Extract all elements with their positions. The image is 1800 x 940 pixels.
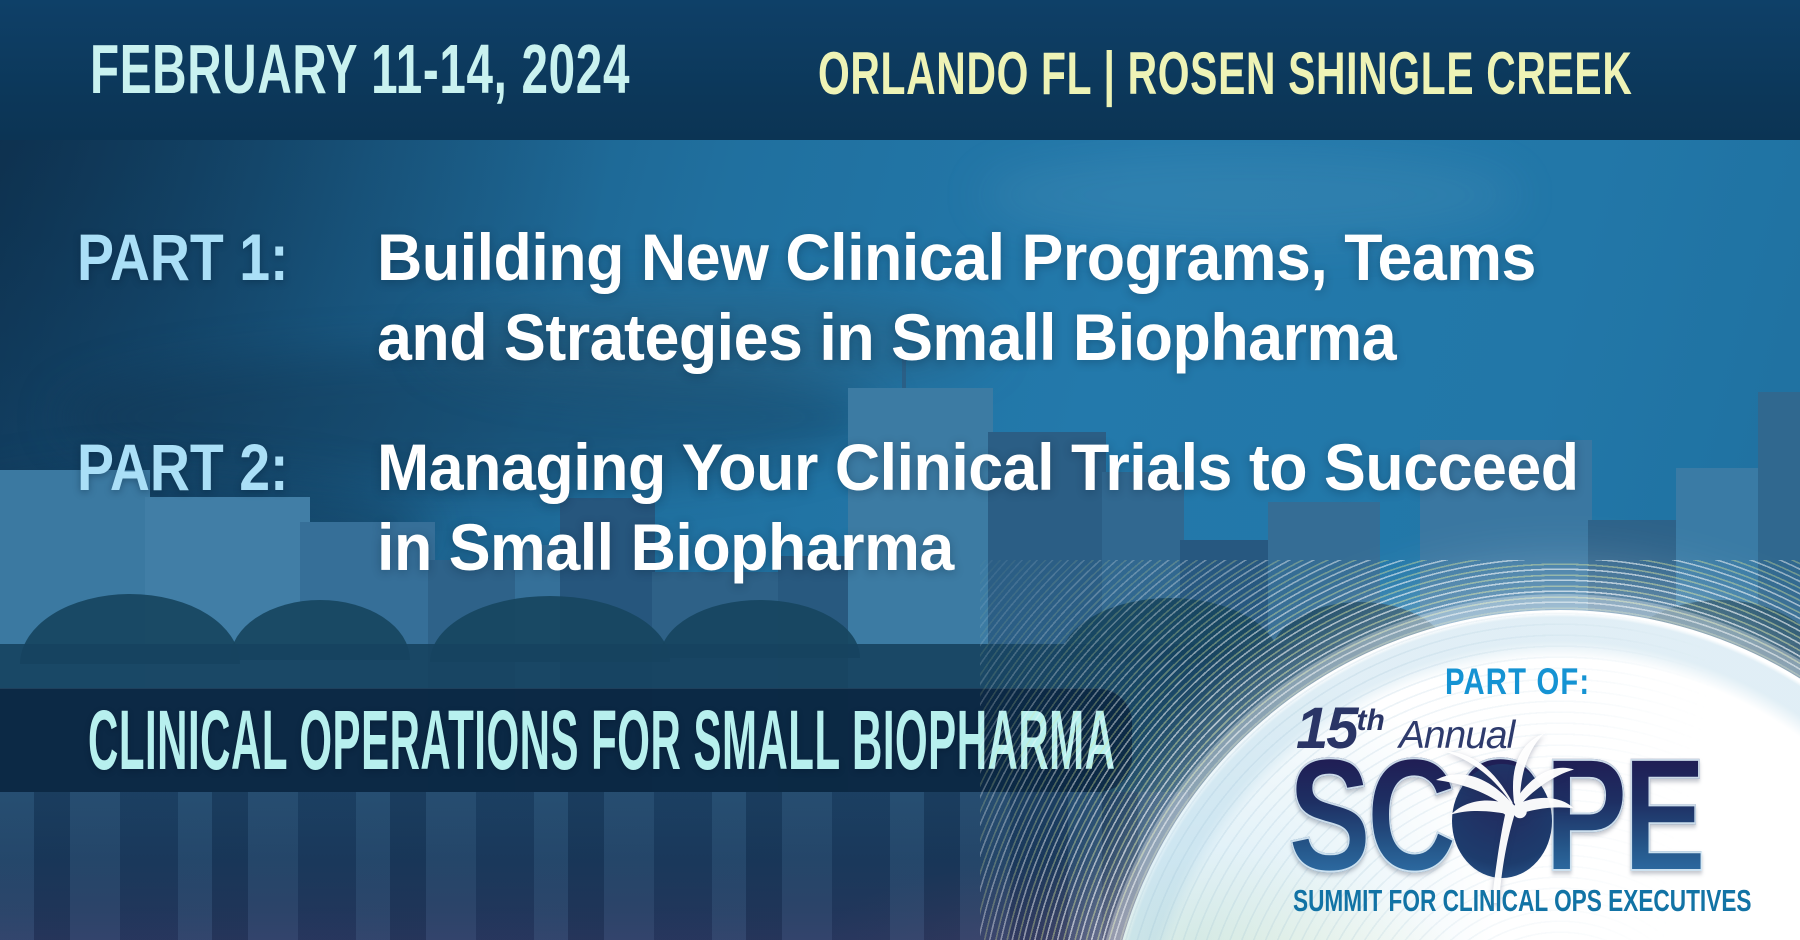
part-1-title-line2: and Strategies in Small Biopharma	[377, 300, 1397, 374]
part-1-title-line1: Building New Clinical Programs, Teams	[377, 220, 1536, 294]
part-1-label: PART 1:	[77, 220, 289, 294]
part-2-row: PART 2: Managing Your Clinical Trials to…	[77, 427, 1642, 587]
edition-number: 15	[1296, 696, 1358, 761]
scope-logo-pe: PE	[1544, 725, 1707, 904]
cloud-shape	[980, 150, 1520, 240]
edition-label: 15th Annual	[1296, 700, 1515, 773]
event-venue: ORLANDO FL | ROSEN SHINGLE CREEK	[818, 40, 1633, 107]
part-2-title-line2: in Small Biopharma	[377, 510, 954, 584]
event-header-bar: FEBRUARY 11-14, 2024 ORLANDO FL | ROSEN …	[0, 0, 1800, 140]
part-2-title-line1: Managing Your Clinical Trials to Succeed	[377, 430, 1579, 504]
part-2-label: PART 2:	[77, 430, 289, 504]
part-of-label: PART OF:	[1445, 661, 1591, 702]
program-strip: CLINICAL OPERATIONS FOR SMALL BIOPHARMA	[0, 688, 1132, 792]
antenna-mast	[902, 354, 906, 388]
part-2-title: Managing Your Clinical Trials to Succeed…	[377, 427, 1579, 587]
palm-tree-icon	[1436, 733, 1574, 903]
cloud-shape	[430, 296, 990, 392]
cloud-shape	[60, 352, 880, 482]
program-strip-title: CLINICAL OPERATIONS FOR SMALL BIOPHARMA	[88, 693, 1116, 787]
scope-tagline: SUMMIT FOR CLINICAL OPS EXECUTIVES	[1293, 883, 1752, 918]
part-1-title: Building New Clinical Programs, Teams an…	[377, 217, 1536, 377]
edition-word: Annual	[1398, 714, 1515, 757]
part-1-row: PART 1: Building New Clinical Programs, …	[77, 217, 1597, 377]
scope-logo-sc: SC	[1287, 725, 1457, 904]
edition-suffix: th	[1356, 704, 1385, 737]
event-dates: FEBRUARY 11-14, 2024	[90, 30, 631, 108]
